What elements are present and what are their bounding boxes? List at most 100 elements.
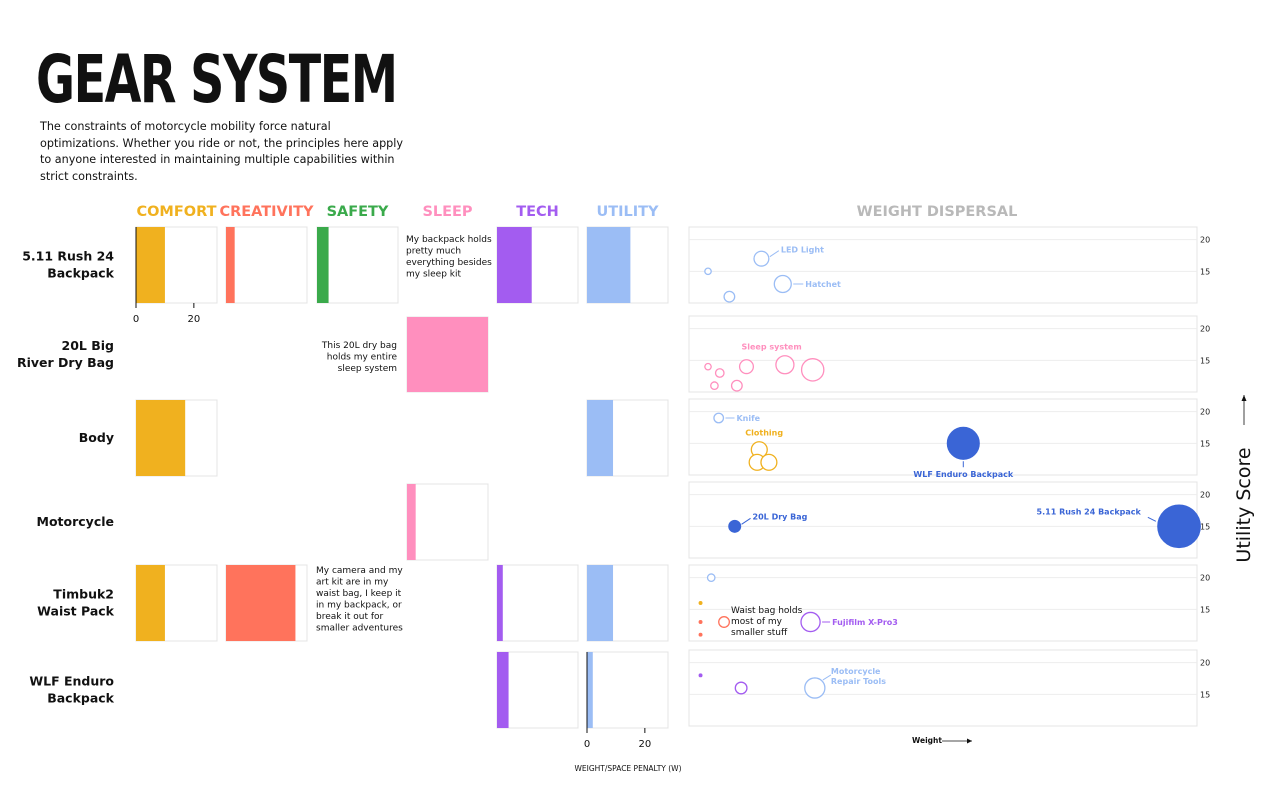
bar-annotation-0-line-1: pretty much [406, 247, 461, 257]
bar-annotation-0-line-0: My backpack holds [406, 235, 492, 245]
bar-annotation-1-line-2: sleep system [338, 364, 397, 374]
scatter-panel-1 [688, 315, 1198, 393]
scatter-ytick-0-20: 20 [1200, 236, 1210, 245]
header-sleep: SLEEP [422, 204, 472, 220]
header-safety: SAFETY [327, 204, 389, 220]
row-label-3-line-0: Motorcycle [37, 514, 114, 529]
bar-x-axis-label: WEIGHT/SPACE PENALTY (W) [574, 764, 681, 773]
bar-creativity-4 [226, 565, 296, 641]
row-label-0-line-0: 5.11 Rush 24 [22, 249, 114, 264]
bar-annotation-2-line-4: break it out for [316, 612, 384, 622]
scatter-point-1-5 [775, 355, 795, 375]
scatter-point-0-2 [773, 274, 792, 294]
bar-panel-tech-5 [496, 651, 579, 729]
scatter-x-axis-label: Weight [912, 736, 942, 745]
comfort-axis-tick-label-0: 0 [133, 314, 139, 325]
scatter-point-0-3 [723, 290, 736, 303]
bar-safety-0 [317, 227, 329, 303]
scatter-point-0-0 [704, 267, 712, 276]
label-motorcycle-repair-tools-line-1: Repair Tools [831, 677, 886, 686]
row-label-5-line-1: Backpack [47, 691, 114, 706]
bar-annotation-2-line-0: My camera and my [316, 566, 403, 576]
scatter-point-5-2 [804, 677, 826, 699]
bar-comfort-4 [136, 565, 165, 641]
header-comfort: COMFORT [136, 204, 216, 220]
scatter-point-5-0 [698, 673, 703, 678]
row-label-5-line-0: WLF Enduro [29, 674, 114, 689]
bar-panel-creativity-0 [225, 226, 308, 304]
bar-panel-safety-0 [316, 226, 399, 304]
scatter-point-1-1 [714, 368, 725, 378]
scatter-panel-5 [688, 649, 1198, 727]
row-label-2-line-0: Body [79, 430, 114, 445]
scatter-point-5-1 [734, 681, 748, 695]
arrow-511-rush [1147, 516, 1157, 522]
scatter-point-3-1 [1157, 504, 1201, 549]
bar-annotation-0-line-3: my sleep kit [406, 270, 462, 280]
bar-panel-utility-5 [586, 651, 669, 729]
header-tech: TECH [516, 204, 559, 220]
bar-creativity-0 [226, 227, 235, 303]
label-clothing: Clothing [745, 429, 783, 438]
bar-annotation-0-line-2: everything besides [406, 258, 492, 268]
label-20l-dry-bag: 20L Dry Bag [753, 512, 808, 521]
scatter-point-4-1 [698, 601, 703, 605]
row-label-4-line-0: Timbuk2 [53, 587, 114, 602]
scatter-ytick-1-20: 20 [1200, 325, 1210, 334]
header-creativity: CREATIVITY [219, 204, 314, 220]
bar-annotation-2-line-3: in my backpack, or [316, 601, 402, 611]
scatter-y-axis-arrow-head [1241, 395, 1247, 401]
arrow-20l-dry-bag [741, 517, 751, 525]
label-wlf-enduro-backpack: WLF Enduro Backpack [913, 470, 1013, 479]
label-fujifilm-x-pro3: Fujifilm X-Pro3 [832, 618, 898, 627]
bar-annotation-1-line-1: holds my entire [327, 353, 398, 363]
bar-utility-2 [587, 400, 614, 476]
bar-tech-4 [497, 565, 503, 641]
bar-utility-0 [587, 227, 631, 303]
scatter-point-4-3 [698, 632, 703, 637]
bar-annotation-2-line-1: art kit are in my [316, 578, 389, 588]
scatter-point-1-2 [710, 381, 719, 391]
bar-sleep-3 [407, 484, 416, 560]
scatter-point-4-5 [800, 611, 821, 633]
scatter-annotation-0-line-1: most of my [731, 617, 783, 627]
bar-tech-0 [497, 227, 532, 303]
row-label-4-line-1: Waist Pack [37, 604, 114, 619]
bar-comfort-2 [136, 400, 186, 476]
bar-tech-5 [497, 652, 509, 728]
label-sleep-system: Sleep system [741, 343, 801, 352]
label-511-rush-24-backpack: 5.11 Rush 24 Backpack [1037, 507, 1142, 516]
bar-annotation-2-line-5: smaller adventures [316, 624, 403, 634]
bar-panel-sleep-3 [406, 483, 489, 561]
header-utility: UTILITY [596, 204, 659, 220]
utility-axis-tick-label-20: 20 [638, 739, 651, 750]
comfort-axis-tick-label-20: 20 [187, 314, 200, 325]
scatter-ytick-1-15: 15 [1200, 356, 1210, 365]
bar-panel-tech-4 [496, 564, 579, 642]
row-label-0-line-1: Backpack [47, 266, 114, 281]
scatter-point-4-2 [698, 620, 703, 624]
scatter-ytick-4-15: 15 [1200, 605, 1210, 614]
scatter-point-2-4 [946, 426, 980, 460]
scatter-point-2-3 [760, 453, 778, 471]
scatter-ytick-2-15: 15 [1200, 439, 1210, 448]
scatter-point-1-4 [738, 359, 755, 375]
scatter-annotation-0-line-0: Waist bag holds [731, 606, 803, 616]
bar-sleep-1 [407, 317, 488, 392]
scatter-ytick-2-20: 20 [1200, 408, 1210, 417]
page-title: GEAR SYSTEM [36, 41, 398, 118]
arrow-led-light [769, 250, 780, 258]
scatter-point-4-4 [718, 616, 730, 628]
scatter-point-1-3 [730, 379, 743, 392]
scatter-point-1-0 [704, 362, 712, 371]
row-label-1-line-1: River Dry Bag [17, 355, 114, 370]
scatter-point-4-0 [706, 573, 716, 583]
scatter-point-1-6 [800, 358, 825, 382]
scatter-y-axis-label: Utility Score [1233, 447, 1255, 562]
scatter-ytick-0-15: 15 [1200, 267, 1210, 276]
scatter-point-2-0 [713, 412, 725, 424]
bar-utility-5 [587, 652, 593, 728]
page-subtitle: The constraints of motorcycle mobility f… [40, 120, 403, 183]
scatter-ytick-3-20: 20 [1200, 491, 1210, 500]
